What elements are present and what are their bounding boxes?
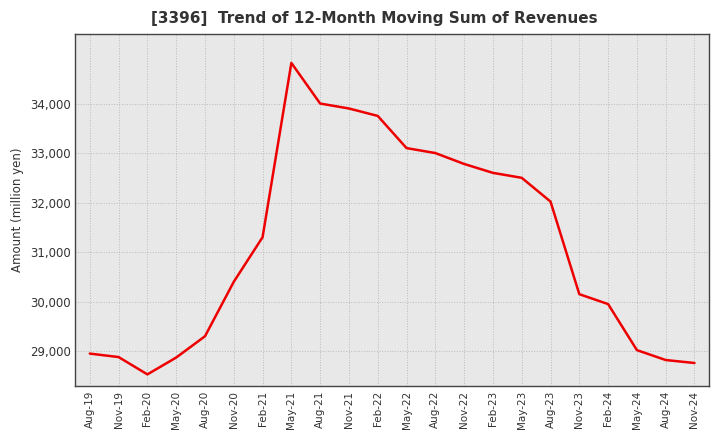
Y-axis label: Amount (million yen): Amount (million yen) bbox=[11, 148, 24, 272]
Text: [3396]  Trend of 12-Month Moving Sum of Revenues: [3396] Trend of 12-Month Moving Sum of R… bbox=[151, 11, 598, 26]
